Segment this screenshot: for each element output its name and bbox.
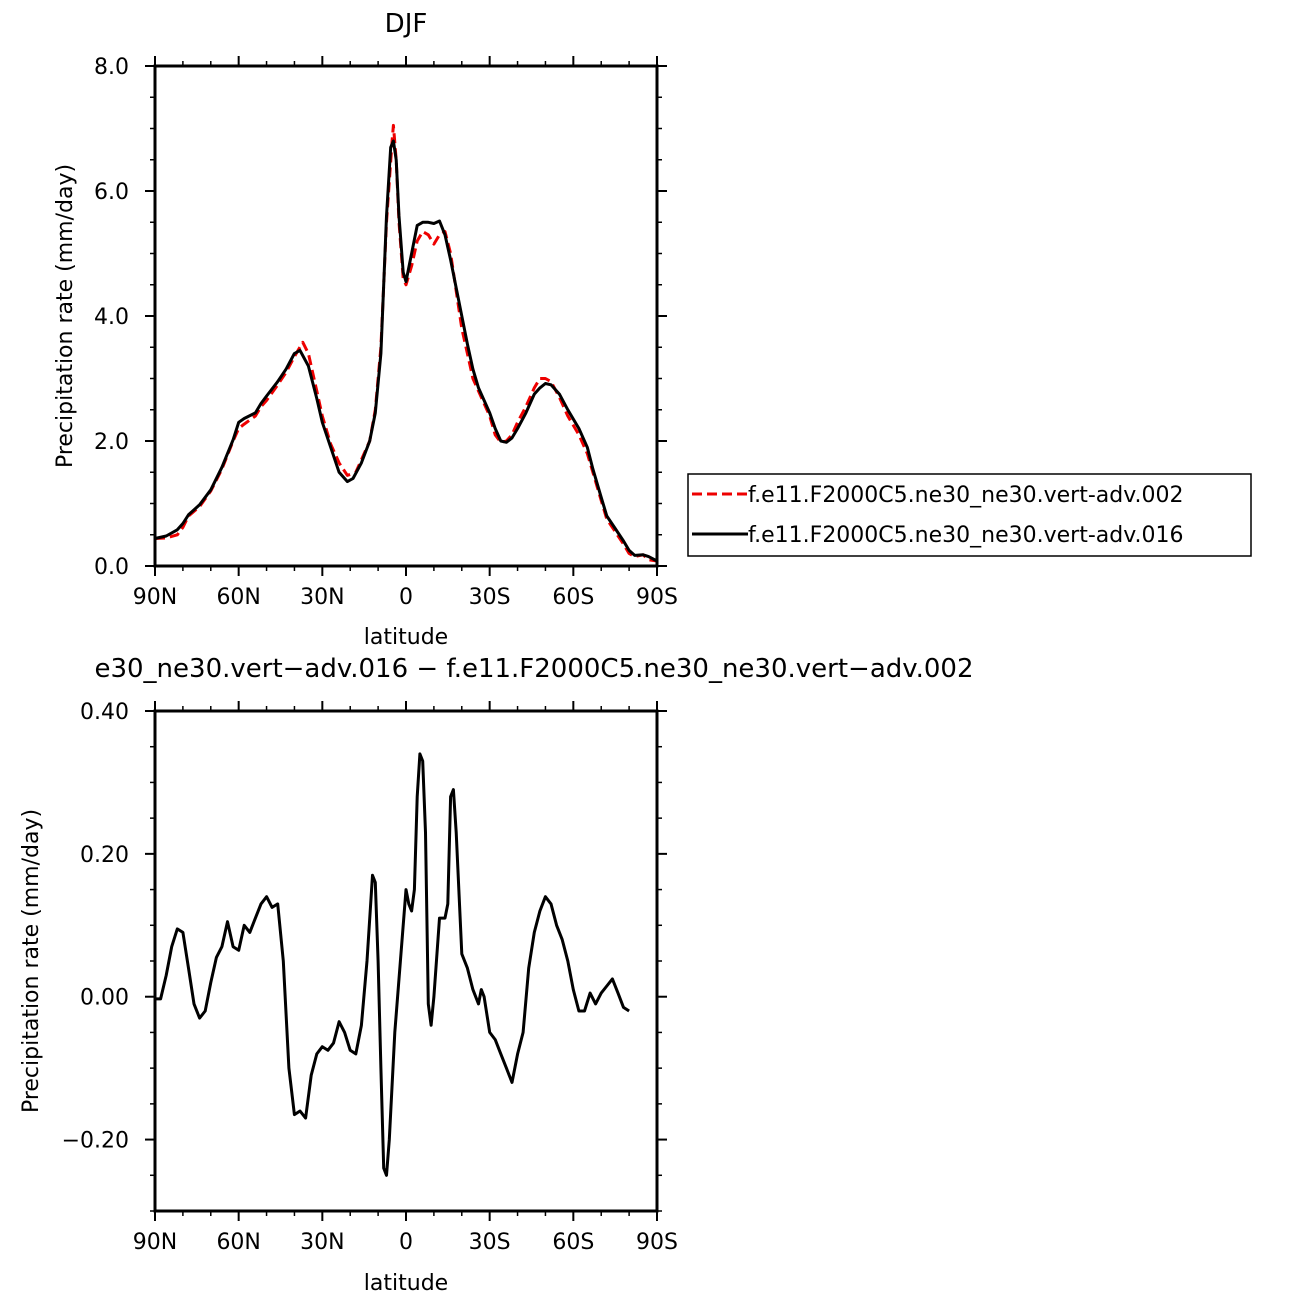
series-line-0-0	[154, 123, 658, 563]
x-tick-label: 0	[399, 585, 413, 610]
bottom-x-axis-label: latitude	[364, 1271, 448, 1296]
legend-box	[687, 473, 1252, 557]
x-tick-label: 60N	[216, 1230, 260, 1255]
y-tick-label: −0.20	[62, 1129, 129, 1154]
y-tick-label: 8.0	[94, 55, 129, 80]
y-tick-label: 0.00	[80, 986, 129, 1011]
top-series-layer	[154, 123, 658, 563]
y-tick-label: 0.0	[94, 555, 129, 580]
legend: f.e11.F2000C5.ne30_ne30.vert-adv.002 f.e…	[687, 473, 1252, 557]
legend-label-series-002: f.e11.F2000C5.ne30_ne30.vert-adv.002	[748, 483, 1184, 508]
top-chart-title: DJF	[385, 9, 428, 39]
bottom-panel: e30_ne30.vert−adv.016 − f.e11.F2000C5.ne…	[19, 654, 974, 1296]
x-tick-label: 30S	[469, 585, 511, 610]
x-tick-label: 90S	[636, 585, 678, 610]
bottom-axis-ticks: 90N 60N 30N 0 30S 60S 90S −0.20 0.00 0.20 0.40	[62, 700, 678, 1255]
x-tick-label: 90N	[133, 1230, 177, 1255]
series-line-0-1	[154, 139, 658, 563]
top-x-axis-label: latitude	[364, 625, 448, 650]
legend-label-series-016: f.e11.F2000C5.ne30_ne30.vert-adv.016	[748, 523, 1184, 548]
x-tick-label: 30N	[300, 1230, 344, 1255]
x-tick-label: 0	[399, 1230, 413, 1255]
y-tick-label: 6.0	[94, 180, 129, 205]
x-tick-label: 60S	[552, 585, 594, 610]
y-tick-label: 2.0	[94, 430, 129, 455]
x-tick-label: 30S	[469, 1230, 511, 1255]
x-tick-label: 90N	[133, 585, 177, 610]
y-tick-label: 4.0	[94, 305, 129, 330]
y-tick-label: 0.20	[80, 843, 129, 868]
top-axis-ticks: 90N 60N 30N 0 30S 60S 90S 0.0 2.0 4.0 6.0 8.0	[94, 55, 678, 610]
bottom-series-layer	[155, 752, 630, 1177]
top-panel: DJF 90N 60N 30N 0 30S 60S 90S 0.0 2.0 4.0 6.0 8.0 l…	[53, 9, 678, 650]
bottom-y-axis-label: Precipitation rate (mm/day)	[19, 809, 44, 1113]
x-tick-label: 30N	[300, 585, 344, 610]
bottom-chart-title: e30_ne30.vert−adv.016 − f.e11.F2000C5.ne…	[94, 654, 973, 684]
top-y-axis-label: Precipitation rate (mm/day)	[53, 164, 78, 468]
series-line-1-0	[155, 752, 630, 1177]
x-tick-label: 90S	[636, 1230, 678, 1255]
y-tick-label: 0.40	[80, 700, 129, 725]
top-plot-frame	[153, 64, 659, 568]
x-tick-label: 60S	[552, 1230, 594, 1255]
x-tick-label: 60N	[216, 585, 260, 610]
bottom-plot-frame	[153, 709, 659, 1213]
